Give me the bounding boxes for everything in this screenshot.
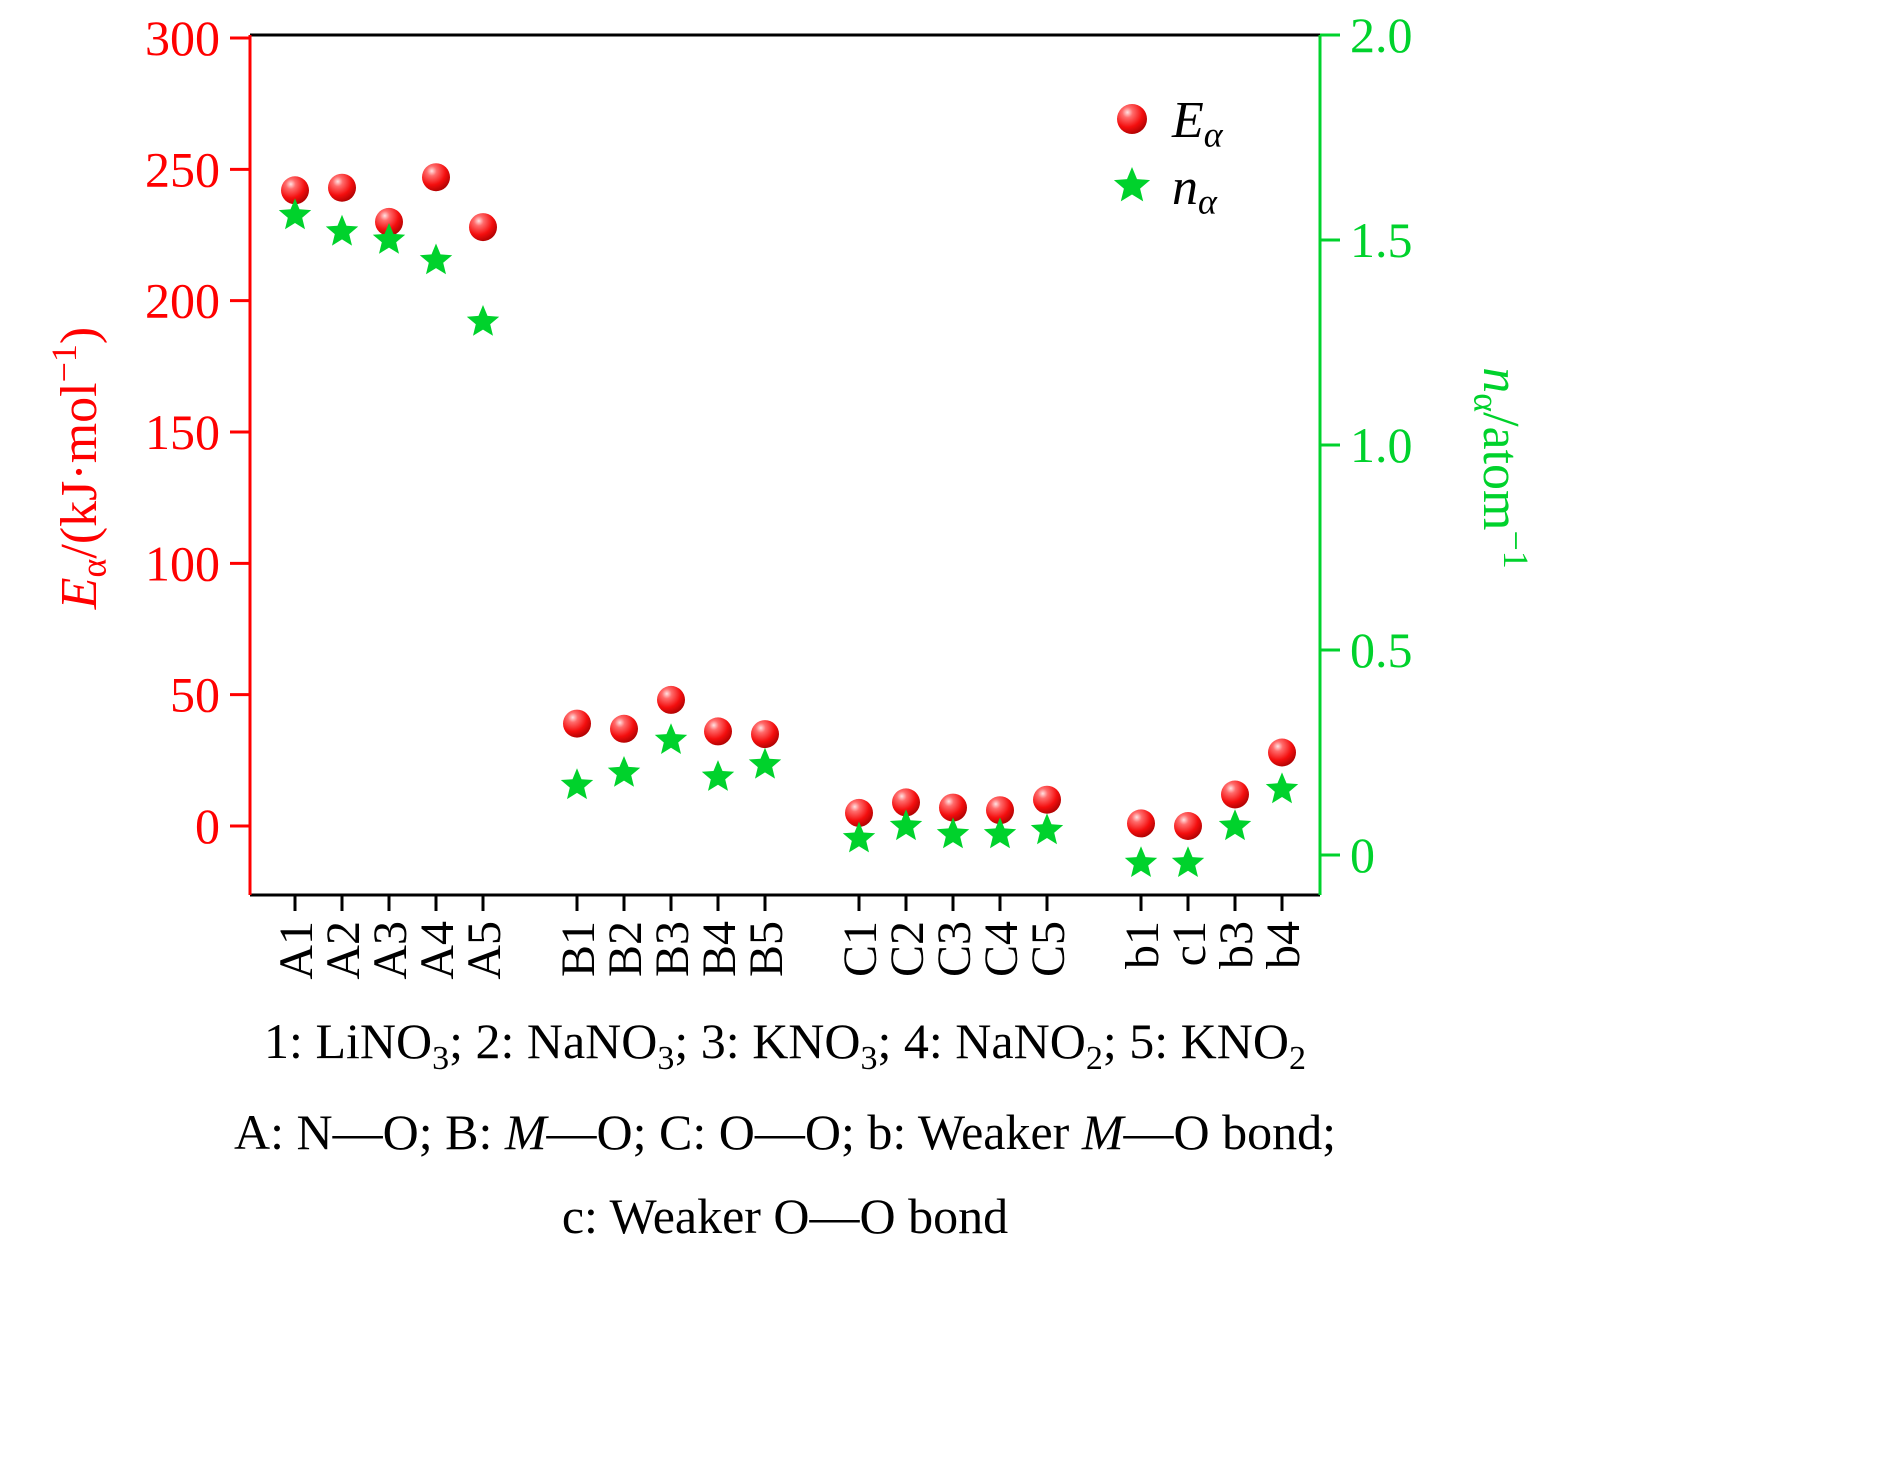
- point-na-B5: [748, 747, 782, 779]
- point-na-A5: [466, 305, 500, 336]
- x-tick-label-B2: B2: [599, 921, 652, 977]
- point-Ea-A4: [422, 163, 450, 192]
- point-na-B1: [560, 768, 594, 800]
- x-tick-label-C1: C1: [834, 921, 887, 977]
- scatter-chart: 0 50 100 150 200 250 300 0 0.5 1.0 1.5 2.0 A1A2A3A4A…: [44, 7, 1536, 980]
- point-na-B3: [654, 723, 688, 754]
- x-tick-label-A1: A1: [270, 921, 323, 980]
- point-Ea-B2: [610, 714, 638, 743]
- right-axis-tick-label: 0: [1350, 827, 1375, 883]
- right-axis-tick-label: 0.5: [1350, 622, 1413, 678]
- point-na-A3: [372, 223, 406, 254]
- point-na-C5: [1030, 813, 1064, 845]
- left-axis-tick-label: 150: [145, 404, 220, 460]
- point-na-B2: [607, 756, 641, 787]
- point-Ea-A2: [328, 173, 356, 202]
- point-Ea-A3: [375, 207, 403, 236]
- x-tick-label-b4: b4: [1257, 921, 1310, 969]
- left-axis-title: Eα/(kJ·mol−1): [44, 327, 113, 611]
- right-axis-tick-label: 1.5: [1350, 212, 1413, 268]
- left-axis-tick-label: 300: [145, 10, 220, 66]
- point-Ea-B1: [563, 709, 591, 738]
- point-na-b3: [1218, 809, 1252, 841]
- point-na-c1: [1171, 846, 1205, 877]
- point-Ea-b4: [1268, 738, 1296, 767]
- point-na-C1: [842, 821, 876, 853]
- point-Ea-A5: [469, 213, 497, 242]
- x-tick-label-b3: b3: [1210, 921, 1263, 969]
- figure-caption: 1: LiNO3; 2: NaNO3; 3: KNO3; 4: NaNO2; 5…: [0, 992, 1570, 1265]
- left-axis-tick-label: 250: [145, 141, 220, 197]
- x-tick-label-B3: B3: [646, 921, 699, 977]
- point-Ea-C3: [939, 793, 967, 822]
- point-Ea-B3: [657, 685, 685, 714]
- caption-compound-key: 1: LiNO3; 2: NaNO3; 3: KNO3; 4: NaNO2; 5…: [264, 1013, 1306, 1077]
- point-Ea-C4: [986, 796, 1014, 825]
- x-tick-label-C5: C5: [1022, 921, 1075, 977]
- caption-bond-key-2: c: Weaker O—O bond: [561, 1187, 1009, 1244]
- x-tick-label-C4: C4: [975, 921, 1028, 977]
- x-tick-label-B1: B1: [552, 921, 605, 977]
- point-na-B4: [701, 760, 735, 791]
- point-Ea-C5: [1033, 785, 1061, 814]
- point-Ea-B4: [704, 717, 732, 746]
- right-axis-tick-label: 2.0: [1350, 7, 1413, 63]
- right-axis-tick-label: 1.0: [1350, 417, 1413, 473]
- left-axis-tick-label: 50: [170, 667, 220, 723]
- point-Ea-b1: [1127, 809, 1155, 838]
- x-tick-label-A3: A3: [364, 921, 417, 980]
- point-na-C2: [889, 809, 923, 841]
- point-na-A2: [325, 214, 359, 246]
- point-na-b1: [1124, 846, 1158, 877]
- point-Ea-b3: [1221, 780, 1249, 809]
- x-tick-label-b1: b1: [1116, 921, 1169, 969]
- point-na-C3: [936, 817, 970, 849]
- point-Ea-B5: [751, 720, 779, 749]
- x-tick-label-A2: A2: [317, 921, 370, 980]
- point-na-C4: [983, 817, 1017, 849]
- point-Ea-A1: [281, 176, 309, 205]
- legend-label-na: nα: [1172, 159, 1218, 221]
- caption-bond-key-1: A: N—O; B: M—O; C: O—O; b: Weaker M—O bo…: [234, 1103, 1336, 1160]
- x-tick-label-A4: A4: [411, 921, 464, 980]
- left-axis-tick-label: 0: [195, 798, 220, 854]
- point-Ea-C2: [892, 788, 920, 817]
- x-tick-label-B5: B5: [740, 921, 793, 977]
- right-axis-title: nα/atom−1: [1467, 367, 1536, 569]
- x-tick-label-c1: c1: [1163, 921, 1216, 966]
- point-na-A4: [419, 243, 453, 275]
- x-tick-label-C3: C3: [928, 921, 981, 977]
- left-axis-tick-label: 200: [145, 273, 220, 329]
- legend-circle-icon: [1117, 104, 1147, 134]
- point-na-A1: [278, 198, 312, 230]
- x-tick-label-B4: B4: [693, 921, 746, 977]
- legend-star-icon: [1113, 167, 1151, 202]
- x-tick-label-A5: A5: [458, 921, 511, 980]
- legend-label-Ea: Eα: [1171, 92, 1224, 154]
- x-tick-label-C2: C2: [881, 921, 934, 977]
- point-Ea-C1: [845, 798, 873, 827]
- point-Ea-c1: [1174, 812, 1202, 840]
- point-na-b4: [1265, 772, 1299, 804]
- left-axis-tick-label: 100: [145, 535, 220, 591]
